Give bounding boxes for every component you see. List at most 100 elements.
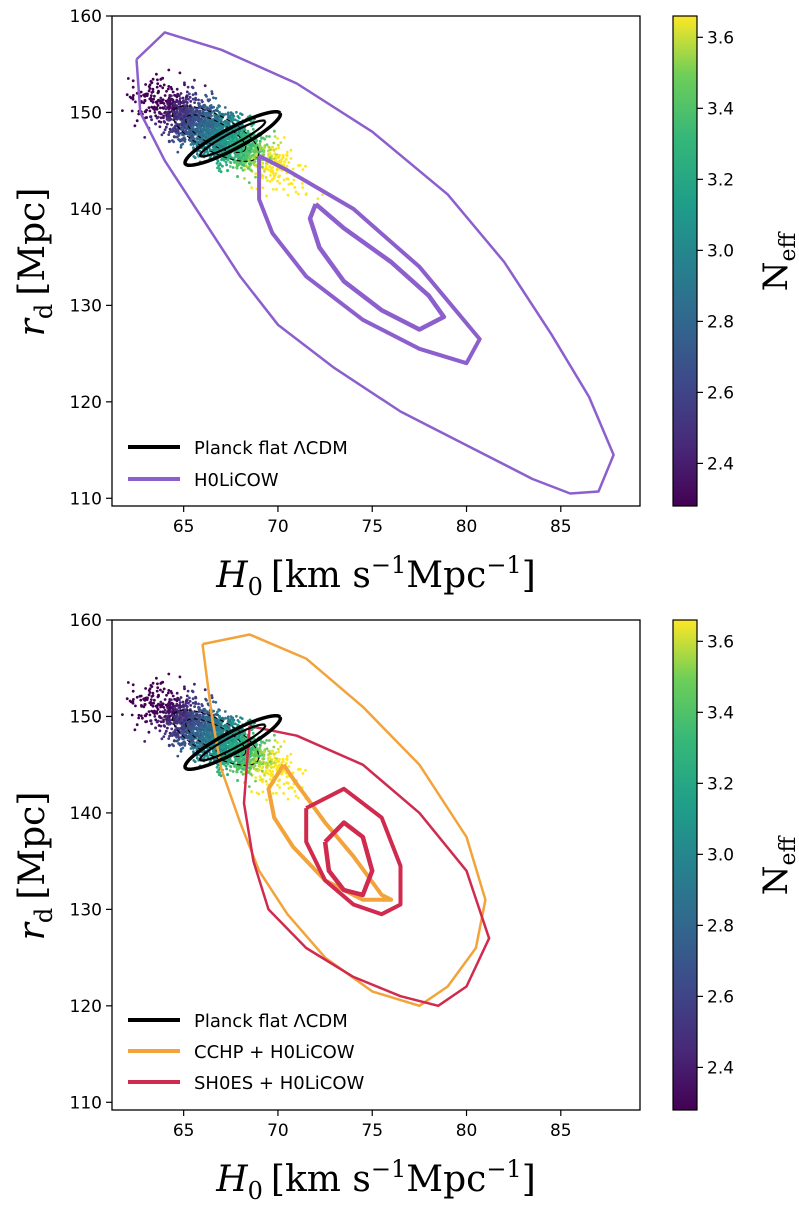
sample-point — [167, 107, 171, 110]
sample-point — [275, 764, 279, 768]
sample-point — [162, 83, 166, 87]
sample-point — [229, 118, 233, 122]
x-tick-label: 65 — [173, 517, 195, 537]
sample-point — [173, 93, 177, 97]
sample-point — [175, 691, 179, 695]
sample-point — [226, 762, 230, 766]
sample-point — [260, 165, 264, 169]
sample-point — [203, 707, 206, 711]
sample-point — [285, 150, 289, 154]
sample-point — [289, 761, 293, 764]
sample-point — [214, 143, 218, 147]
sample-point — [260, 149, 264, 153]
sample-point — [167, 116, 170, 120]
sample-point — [231, 166, 235, 169]
sample-point — [174, 116, 177, 120]
sample-point — [150, 695, 154, 698]
sample-point — [163, 698, 167, 701]
sample-point — [197, 735, 201, 739]
sample-point — [215, 765, 219, 769]
sample-point — [192, 146, 195, 150]
sample-point — [263, 144, 267, 148]
sample-point — [170, 130, 174, 134]
sample-point — [143, 136, 147, 139]
sample-point — [226, 154, 230, 157]
sample-point — [184, 111, 187, 114]
sample-point — [175, 95, 179, 99]
sample-point — [286, 797, 290, 801]
sample-point — [289, 752, 293, 756]
sample-point — [203, 688, 207, 692]
sample-point — [226, 169, 229, 173]
sample-point — [245, 154, 249, 158]
sample-point — [194, 695, 198, 699]
sample-point — [282, 188, 285, 191]
sample-point — [248, 759, 251, 763]
sample-point — [247, 766, 251, 770]
sample-point — [271, 166, 275, 169]
sample-point — [195, 130, 199, 133]
y-axis-label: rd[Mpc] — [12, 188, 58, 337]
sample-point — [121, 109, 124, 112]
sample-point — [167, 722, 170, 726]
sample-point — [273, 129, 276, 133]
sample-point — [261, 176, 264, 180]
colorbar: 2.4 2.6 2.8 3.0 3.2 3.4 3.6 Neff — [672, 619, 799, 1111]
sample-point — [218, 111, 222, 114]
sample-point — [180, 742, 183, 746]
sample-point — [264, 780, 268, 783]
sample-point — [253, 764, 257, 767]
sample-point — [221, 112, 225, 116]
sample-point — [142, 93, 146, 97]
y-axis-ticks: 110 120 130 140 150 160 — [70, 7, 112, 509]
sample-point — [274, 147, 278, 151]
colorbar-gradient — [672, 619, 698, 1111]
sample-point — [161, 680, 165, 684]
sample-point — [185, 699, 189, 702]
sample-point — [159, 84, 162, 88]
colorbar-tick-label: 3.0 — [707, 241, 734, 261]
sample-point — [170, 727, 174, 731]
sample-point — [261, 790, 265, 794]
sample-point — [321, 193, 324, 197]
sample-point — [189, 735, 193, 738]
sample-point — [178, 97, 182, 100]
sample-point — [219, 144, 223, 148]
colorbar-tick-label: 3.4 — [707, 703, 734, 723]
sample-point — [204, 697, 208, 701]
sample-point — [241, 738, 245, 742]
sample-point — [189, 719, 193, 723]
sample-point — [190, 689, 194, 693]
sample-point — [156, 686, 160, 690]
sample-point — [166, 726, 169, 730]
y-tick-label: 140 — [70, 200, 102, 220]
sample-point — [214, 96, 218, 100]
sample-point — [189, 704, 193, 707]
sample-point — [186, 85, 190, 89]
sample-point — [250, 748, 253, 752]
sample-point — [217, 768, 221, 772]
sample-point — [226, 158, 230, 162]
sample-point — [172, 140, 176, 144]
sample-point — [269, 778, 272, 781]
sample-point — [131, 85, 135, 89]
contour-line — [307, 202, 447, 332]
sample-point — [230, 135, 234, 139]
sample-point — [177, 132, 181, 136]
sample-point — [153, 105, 156, 109]
sample-point — [180, 117, 183, 121]
sample-point — [248, 155, 251, 159]
sample-point — [279, 141, 283, 145]
sample-point — [137, 713, 141, 717]
legend: Planck flat ΛCDM CCHP + H0LiCOW SH0ES + … — [128, 1011, 364, 1094]
sample-point — [276, 168, 280, 171]
sample-point — [272, 761, 276, 765]
sample-point — [177, 727, 181, 731]
sample-point — [209, 114, 213, 117]
sample-point — [216, 166, 219, 170]
sample-point — [270, 762, 273, 766]
sample-point — [175, 708, 178, 712]
sample-point — [296, 768, 300, 771]
sample-point — [144, 687, 148, 690]
sample-point — [157, 724, 161, 727]
